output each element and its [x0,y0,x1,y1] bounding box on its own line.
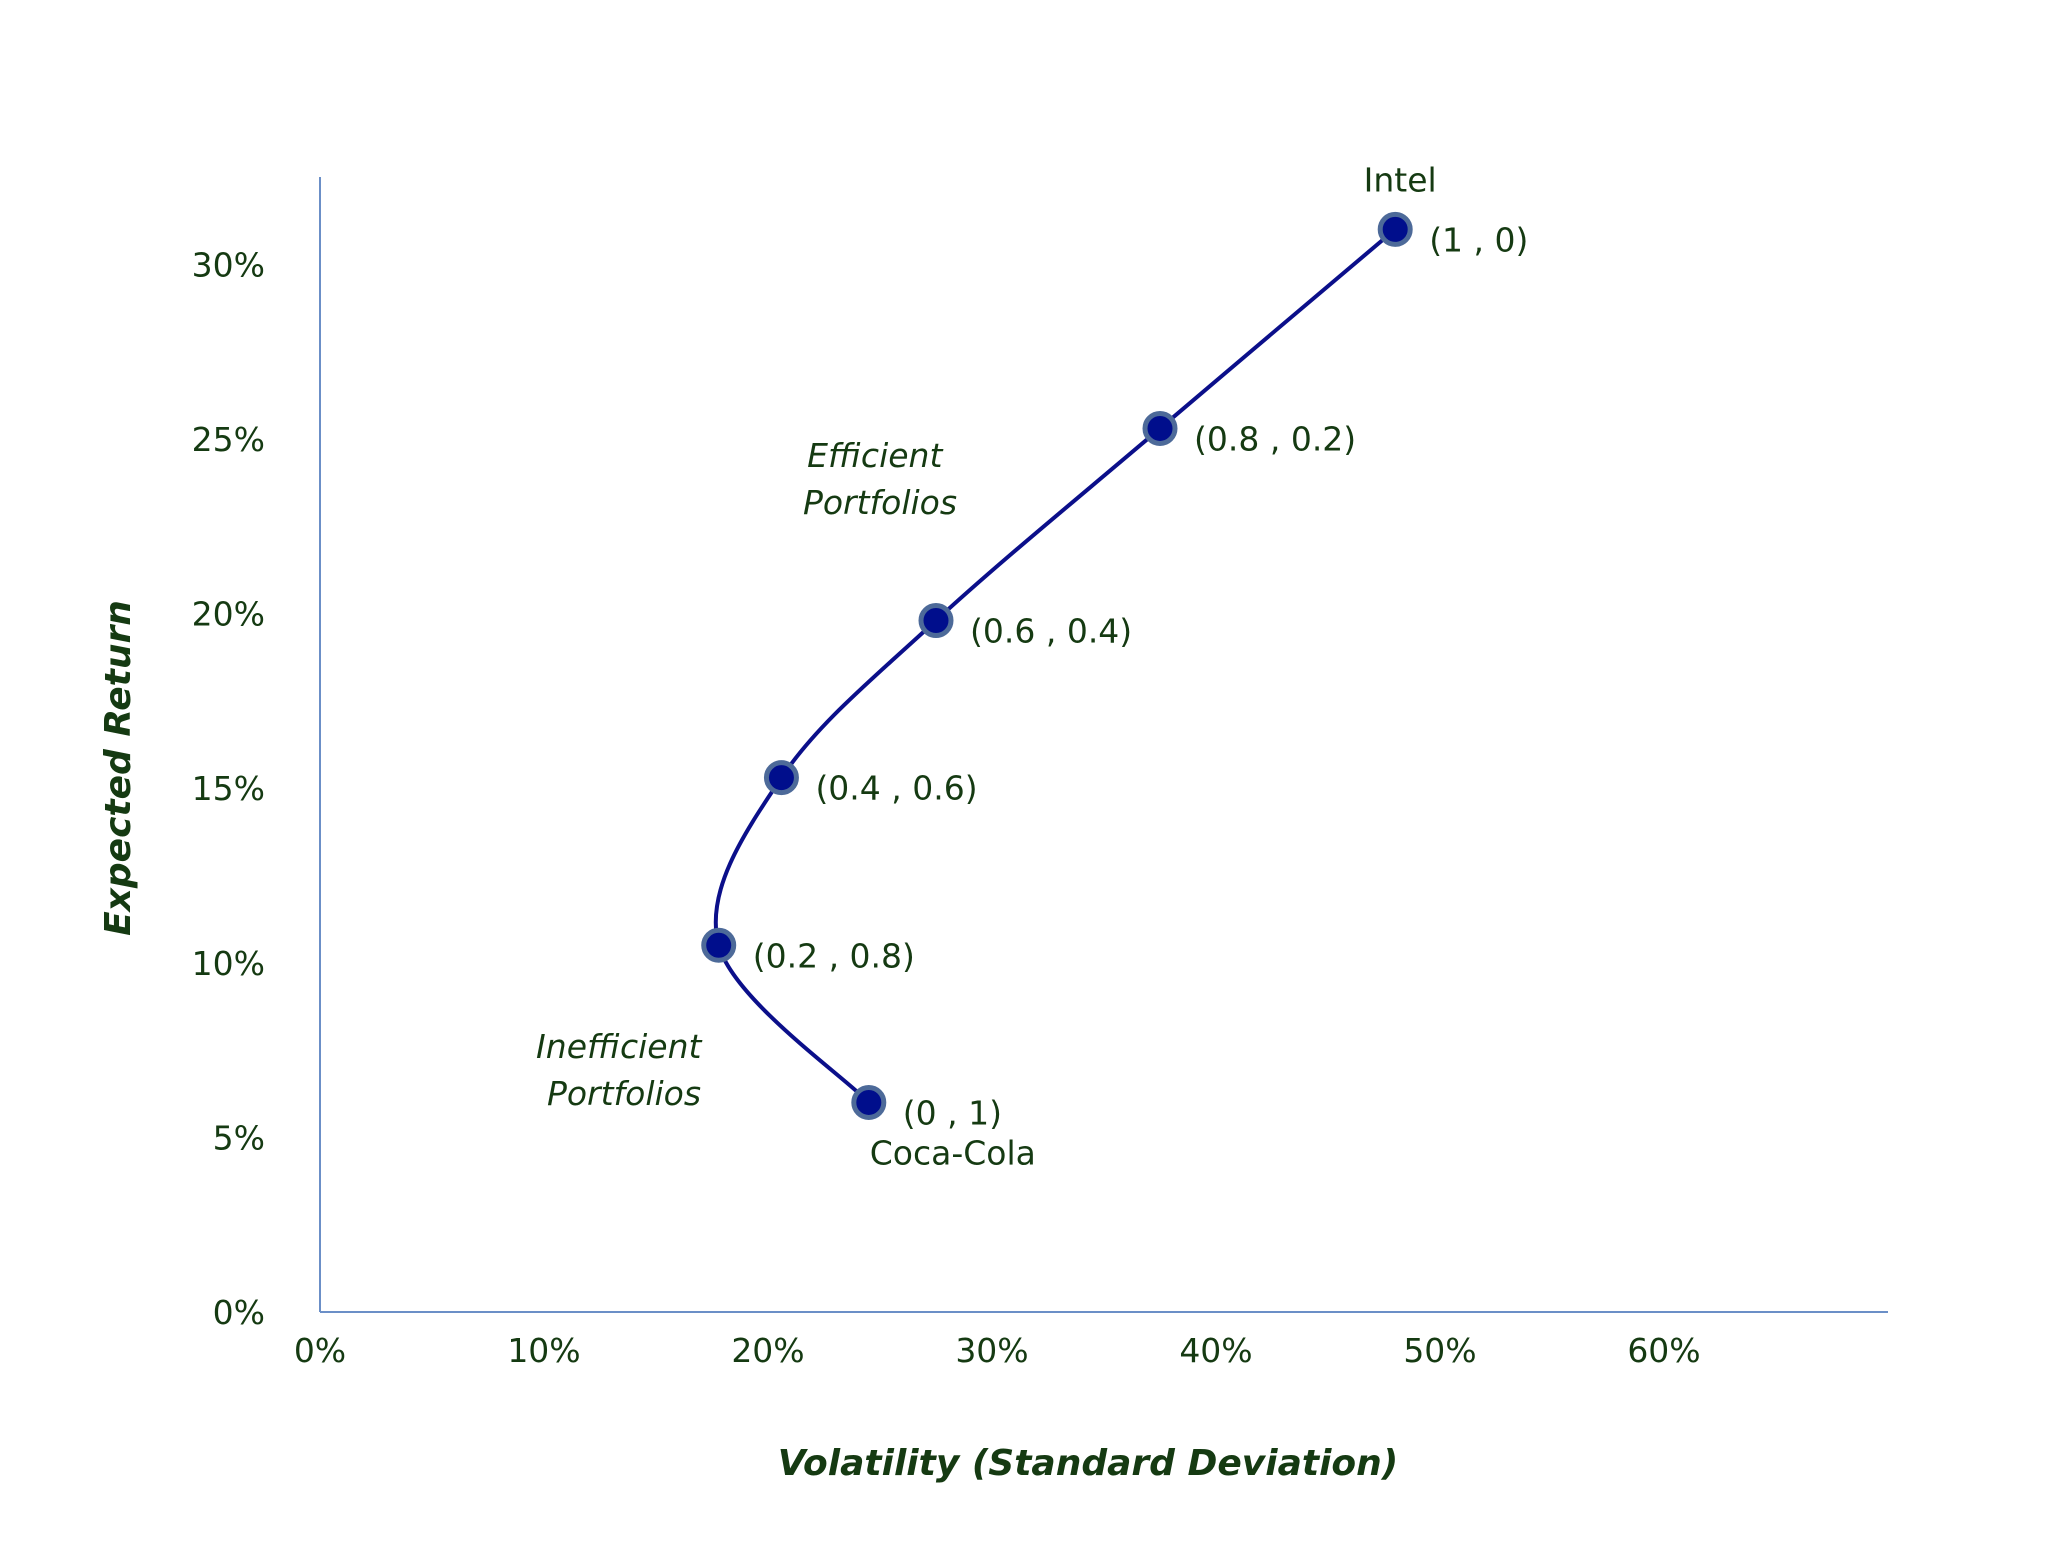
portfolio-weight-label: (0 , 1) [903,1093,1002,1132]
portfolio-point [1377,211,1413,247]
asset-name-label: Intel [1364,160,1437,199]
portfolio-point [701,927,737,963]
x-tick-label: 40% [1179,1331,1252,1370]
portfolio-weight-label: (0.8 , 0.2) [1194,419,1356,458]
asset-name-label: Coca-Cola [870,1133,1036,1172]
x-axis-title: Volatility (Standard Deviation) [778,1443,1398,1484]
x-tick-label: 0% [294,1331,346,1370]
y-tick-label: 5% [213,1118,265,1157]
portfolio-weight-label: (1 , 0) [1429,220,1528,259]
portfolio-point [918,603,954,639]
efficient-portfolios-label: Efficient Portfolios [803,436,957,522]
portfolio-point-labels: (0 , 1) (0.2 , 0.8) (0.4 , 0.6) (0.6 , 0.4)… [753,220,1529,1132]
x-tick-labels: 0% 10% 20% 30% 40% 50% 60% [294,1331,1701,1370]
x-tick-label: 20% [731,1331,804,1370]
y-tick-label: 15% [192,769,265,808]
y-tick-label: 0% [213,1293,265,1332]
y-axis-title: Expected Return [98,600,139,936]
inefficient-portfolios-label: Inefficient Portfolios [536,1027,712,1113]
asset-names: Coca-Cola Intel [870,160,1437,1172]
portfolio-weight-label: (0.2 , 0.8) [753,936,915,975]
portfolio-point [1142,410,1178,446]
portfolio-weight-label: (0.6 , 0.4) [970,612,1132,651]
x-tick-label: 30% [955,1331,1028,1370]
y-tick-label: 25% [192,420,265,459]
y-tick-labels: 0% 5% 10% 15% 20% 25% 30% [192,245,265,1332]
y-tick-label: 30% [192,245,265,284]
portfolio-weight-label: (0.4 , 0.6) [815,769,977,808]
portfolio-point [763,760,799,796]
y-tick-label: 20% [192,595,265,634]
y-tick-label: 10% [192,944,265,983]
x-tick-label: 10% [507,1331,580,1370]
x-tick-label: 50% [1403,1331,1476,1370]
frontier-curve [713,227,1397,1104]
portfolio-points [701,211,1413,1120]
x-tick-label: 60% [1627,1331,1700,1370]
portfolio-point [851,1084,887,1120]
